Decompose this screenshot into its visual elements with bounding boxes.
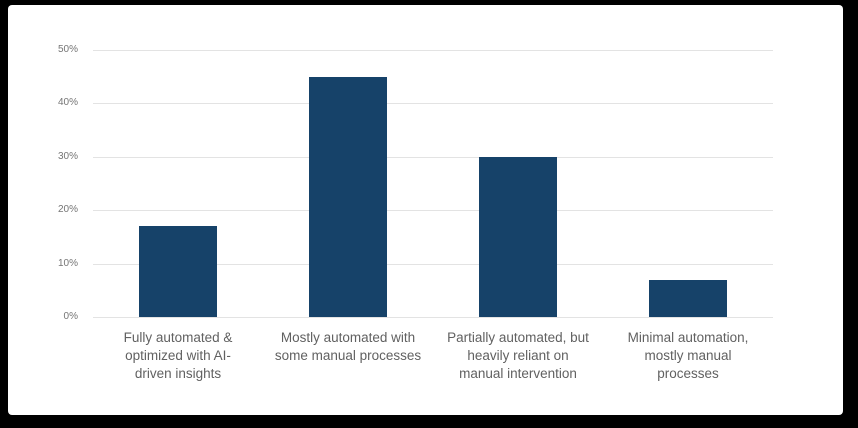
x-axis-category-label: Mostly automated with some manual proces… xyxy=(274,330,422,363)
y-axis-tick-label: 10% xyxy=(57,257,78,269)
bar-chart: 0% 10% 20% 30% 40% 50% Fully automated & optim… xyxy=(8,5,843,415)
bar-2 xyxy=(309,76,387,317)
bar-4 xyxy=(649,279,727,317)
gridline-30 xyxy=(93,156,773,158)
bar-1 xyxy=(139,226,217,317)
x-axis-category-label: Partially automated, but heavily reliant… xyxy=(447,330,589,381)
gridline-10 xyxy=(93,263,773,265)
gridline-20 xyxy=(93,210,773,212)
gridline-40 xyxy=(93,103,773,105)
y-axis-tick-label: 40% xyxy=(57,97,78,109)
x-axis-category-label: Minimal automation, mostly manual proces… xyxy=(627,330,749,381)
x-axis-category-label: Fully automated & optimized with AI- dri… xyxy=(123,330,233,381)
gridline-0 xyxy=(93,317,773,318)
y-axis-tick-label: 0% xyxy=(63,311,78,322)
y-axis-tick-label: 50% xyxy=(57,44,78,55)
chart-card: 0% 10% 20% 30% 40% 50% Fully automated & optim… xyxy=(8,5,843,415)
y-axis-tick-label: 30% xyxy=(57,150,78,162)
y-axis-tick-label: 20% xyxy=(57,204,78,216)
gridline-50 xyxy=(93,50,773,51)
bar-3 xyxy=(479,156,557,317)
